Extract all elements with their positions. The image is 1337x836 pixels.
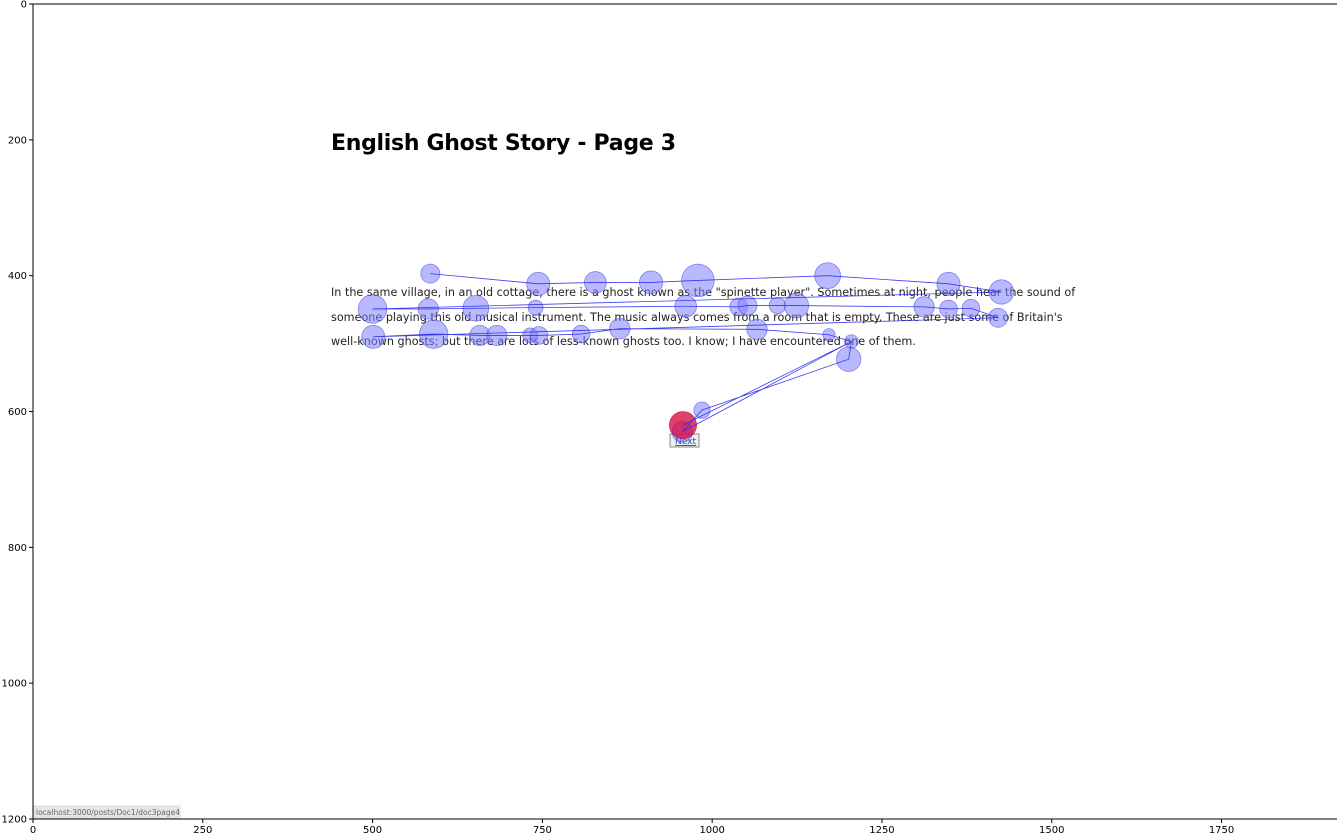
y-axis-ticks: 0 200 400 600 800 1000 1200 bbox=[2, 0, 33, 826]
web-page-content: English Ghost Story - Page 3 In the same… bbox=[33, 131, 1076, 819]
status-bar: localhost:3000/posts/Doc1/doc3page4 bbox=[33, 805, 181, 819]
page-title: English Ghost Story - Page 3 bbox=[331, 131, 676, 156]
x-tick-label: 750 bbox=[533, 825, 552, 836]
x-tick-label: 1000 bbox=[699, 825, 724, 836]
x-tick-label: 1750 bbox=[1209, 825, 1234, 836]
saccade-line bbox=[372, 273, 1002, 433]
x-tick-label: 250 bbox=[193, 825, 212, 836]
story-paragraph-line-2: someone playing this old musical instrum… bbox=[331, 311, 1063, 324]
status-bar-background bbox=[33, 805, 181, 819]
y-tick-label: 1200 bbox=[2, 815, 27, 826]
x-tick-label: 500 bbox=[363, 825, 382, 836]
x-axis-ticks: 0 250 500 750 1000 1250 1500 1750 bbox=[30, 819, 1234, 836]
y-tick-label: 1000 bbox=[2, 679, 27, 690]
y-tick-label: 200 bbox=[8, 135, 27, 146]
next-link[interactable]: Next bbox=[675, 437, 696, 447]
y-tick-label: 400 bbox=[8, 271, 27, 282]
saccade-path bbox=[372, 273, 1002, 433]
y-tick-label: 0 bbox=[21, 0, 27, 11]
y-tick-label: 800 bbox=[8, 543, 27, 554]
y-tick-label: 600 bbox=[8, 407, 27, 418]
x-tick-label: 1250 bbox=[869, 825, 894, 836]
status-url: localhost:3000/posts/Doc1/doc3page4 bbox=[36, 808, 180, 817]
x-tick-label: 1500 bbox=[1039, 825, 1064, 836]
x-tick-label: 0 bbox=[30, 825, 36, 836]
